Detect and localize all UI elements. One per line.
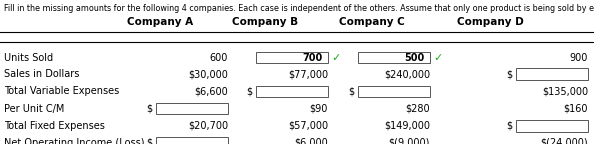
FancyBboxPatch shape [156,103,228,114]
Text: $280: $280 [405,104,430,114]
Text: $90: $90 [309,104,328,114]
Text: $57,000: $57,000 [288,121,328,131]
FancyBboxPatch shape [358,86,430,97]
Text: $149,000: $149,000 [384,121,430,131]
Text: 600: 600 [210,53,228,63]
FancyBboxPatch shape [256,52,328,63]
Text: $: $ [146,104,152,114]
Text: $(24,000): $(24,000) [541,138,588,144]
FancyBboxPatch shape [256,86,328,97]
Text: ✓: ✓ [331,53,341,63]
Text: $6,600: $6,600 [194,86,228,96]
Text: Sales in Dollars: Sales in Dollars [4,69,80,79]
Text: 900: 900 [570,53,588,63]
Text: Company D: Company D [457,17,523,27]
FancyBboxPatch shape [358,52,430,63]
Text: $160: $160 [564,104,588,114]
FancyBboxPatch shape [516,120,588,132]
Text: $240,000: $240,000 [384,69,430,79]
Text: $77,000: $77,000 [288,69,328,79]
Text: $30,000: $30,000 [188,69,228,79]
Text: $135,000: $135,000 [542,86,588,96]
Text: $: $ [348,86,354,96]
Text: $(9,000): $(9,000) [388,138,430,144]
Text: Net Operating Income (Loss): Net Operating Income (Loss) [4,138,144,144]
Text: Company A: Company A [127,17,193,27]
FancyBboxPatch shape [516,68,588,80]
Text: Company B: Company B [232,17,298,27]
Text: Total Variable Expenses: Total Variable Expenses [4,86,119,96]
Text: $20,700: $20,700 [188,121,228,131]
Text: Company C: Company C [339,17,405,27]
Text: $: $ [146,138,152,144]
Text: Total Fixed Expenses: Total Fixed Expenses [4,121,105,131]
Text: $: $ [506,69,512,79]
Text: 700: 700 [303,53,323,63]
FancyBboxPatch shape [156,137,228,144]
Text: ✓: ✓ [433,53,443,63]
Text: Fill in the missing amounts for the following 4 companies. Each case is independ: Fill in the missing amounts for the foll… [4,4,594,13]
Text: $: $ [246,86,252,96]
Text: Per Unit C/M: Per Unit C/M [4,104,64,114]
Text: Units Sold: Units Sold [4,53,53,63]
Text: 500: 500 [405,53,425,63]
Text: $6,000: $6,000 [294,138,328,144]
Text: $: $ [506,121,512,131]
